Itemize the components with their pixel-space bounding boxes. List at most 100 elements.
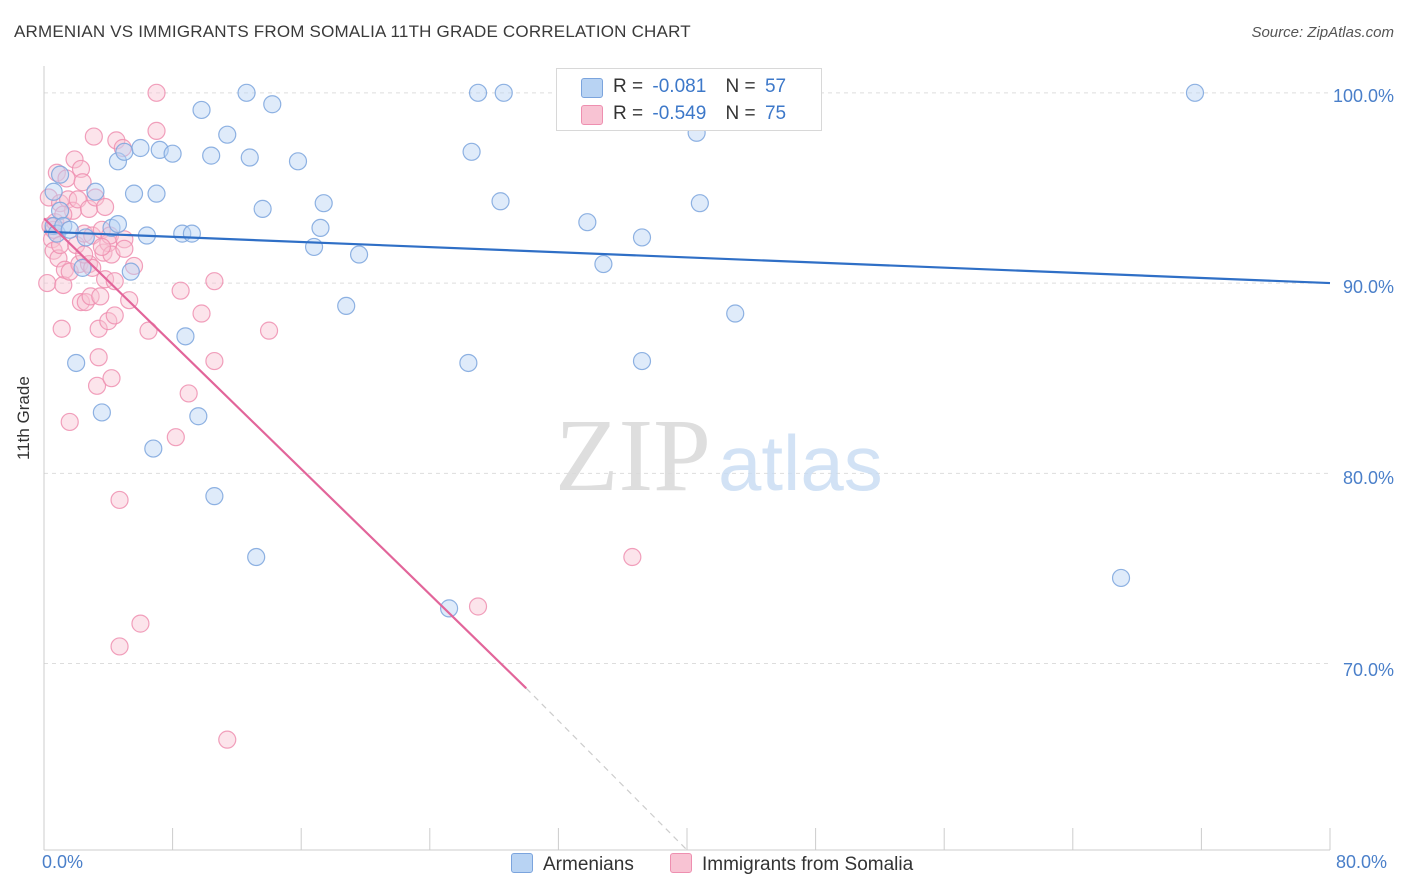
somalia-point (63, 201, 83, 220)
y-tick-100: 100.0% (1332, 86, 1394, 106)
armenian-point (76, 228, 95, 247)
legend-r-label: R = (613, 76, 644, 97)
armenian-point (73, 258, 92, 277)
armenian-point (314, 194, 333, 213)
legend-n-label: N = (725, 76, 756, 97)
armenian-point (115, 142, 134, 161)
somalia-point (79, 199, 99, 218)
armenian-point (311, 218, 330, 238)
armenian-point (176, 327, 195, 346)
somalia-point (105, 272, 124, 291)
somalia-point (89, 319, 108, 338)
somalia-point (124, 256, 144, 276)
somalia-point (192, 304, 211, 323)
armenian-point (182, 224, 201, 243)
watermark-zip: ZIP (555, 398, 711, 513)
somalia-point (115, 239, 134, 258)
armenian-point (247, 547, 266, 567)
armenian-point (632, 351, 652, 371)
somalia-point (84, 127, 103, 146)
somalia-point (50, 235, 70, 255)
somalia-point (65, 150, 84, 169)
armenian-point (218, 125, 237, 144)
armenian-point (144, 439, 163, 458)
armenian-r-value: -0.081 (652, 76, 707, 97)
somalia-point (171, 281, 190, 300)
armenian-point (189, 407, 208, 426)
armenian-point (240, 148, 259, 167)
armenian-point (462, 142, 481, 161)
somalia-point (49, 249, 68, 268)
somalia-point (259, 321, 279, 340)
source-label: Source: ZipAtlas.com (1251, 24, 1394, 41)
armenian-point (726, 304, 745, 323)
armenian-point (50, 201, 70, 220)
y-tick-80: 80.0% (1342, 468, 1394, 488)
somalia-point (468, 597, 488, 616)
armenian-swatch-icon (581, 78, 603, 98)
armenian-point (594, 254, 613, 274)
somalia-point (205, 351, 224, 371)
armenian-point (468, 83, 488, 102)
somalia-point (91, 287, 110, 306)
somalia-legend-label: Immigrants from Somalia (702, 854, 914, 875)
armenian-n-value: 57 (764, 76, 787, 97)
armenian-point (147, 184, 166, 203)
somalia-point (139, 321, 158, 340)
somalia-point (110, 490, 129, 510)
bottom-legend-armenian: Armenians (511, 853, 634, 876)
armenian-point (632, 228, 652, 247)
armenian-point (578, 213, 597, 232)
armenian-point (50, 165, 70, 184)
somalia-point (71, 292, 91, 312)
somalia-point (92, 237, 111, 257)
somalia-point (623, 547, 642, 567)
somalia-n-value: 75 (764, 103, 787, 124)
somalia-point (147, 83, 166, 102)
armenian-point (44, 182, 63, 201)
armenian-point (337, 296, 356, 316)
legend-n-label: N = (725, 103, 756, 124)
x-tick-min: 0.0% (42, 852, 84, 872)
watermark: ZIP atlas (555, 398, 883, 513)
y-tick-90: 90.0% (1342, 277, 1394, 297)
armenian-point (67, 353, 86, 373)
somalia-point (205, 272, 224, 291)
somalia-points (38, 83, 642, 749)
trendlines (43, 217, 1331, 851)
stats-legend: R = -0.081 N = 57 R = -0.549 N = 75 (556, 68, 822, 131)
armenian-legend-label: Armenians (543, 854, 634, 875)
armenian-point (304, 237, 324, 257)
legend-r-label: R = (613, 103, 644, 124)
somalia-point (39, 188, 58, 207)
somalia-point (86, 188, 105, 207)
armenian-point (288, 152, 308, 171)
armenian-point (108, 152, 128, 171)
armenian-point (92, 403, 111, 422)
bottom-legend-somalia: Immigrants from Somalia (670, 853, 913, 876)
armenian-point (86, 182, 105, 201)
armenian-point (131, 138, 150, 158)
y-tick-70: 70.0% (1342, 660, 1394, 680)
chart-title: ARMENIAN VS IMMIGRANTS FROM SOMALIA 11TH… (14, 22, 691, 41)
grid-lines (44, 92, 1330, 665)
watermark-atlas: atlas (718, 419, 883, 507)
somalia-point (166, 428, 185, 447)
somalia-trendline (43, 217, 528, 690)
armenian-point (205, 487, 224, 506)
x-tick-max: 80.0% (1336, 852, 1388, 872)
somalia-point (95, 197, 115, 217)
armenian-point (459, 353, 478, 373)
armenian-point (1111, 568, 1131, 588)
somalia-legend-icon (670, 853, 692, 873)
somalia-swatch-icon (581, 105, 603, 125)
somalia-point (52, 319, 71, 338)
somalia-r-value: -0.549 (652, 103, 707, 124)
armenian-point (237, 83, 256, 102)
somalia-trendline-extension (525, 687, 688, 851)
armenian-trendline (43, 230, 1331, 285)
somalia-point (60, 412, 79, 432)
armenian-point (494, 83, 513, 102)
armenian-point (108, 214, 128, 234)
